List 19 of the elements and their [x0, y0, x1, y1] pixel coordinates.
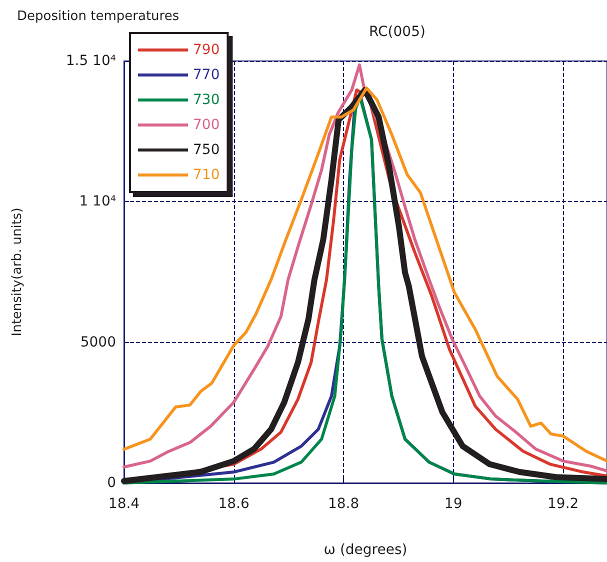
x-axis-title: ω (degrees): [324, 542, 408, 558]
chart-title: RC(005): [369, 24, 426, 40]
legend-label: 750: [193, 142, 220, 158]
legend-label: 700: [193, 117, 220, 133]
x-tick-label: 19.2: [548, 496, 579, 512]
x-tick-label: 18.6: [218, 496, 250, 512]
y-tick-label: 0: [107, 475, 116, 491]
legend-label: 730: [193, 92, 220, 108]
y-axis-title: Intensity(arb. units): [10, 208, 25, 336]
y-tick-label: 1 10⁴: [79, 194, 116, 210]
y-tick-label: 1.5 10⁴: [66, 53, 116, 69]
y-tick-label: 5000: [80, 334, 116, 350]
x-tick-label: 18.4: [108, 496, 140, 512]
legend-title: Deposition temperatures: [17, 9, 180, 24]
legend-label: 710: [193, 167, 220, 183]
x-tick-label: 19: [444, 496, 462, 512]
legend-label: 790: [193, 42, 220, 58]
x-tick-label: 18.8: [328, 496, 360, 512]
legend-label: 770: [193, 67, 220, 83]
